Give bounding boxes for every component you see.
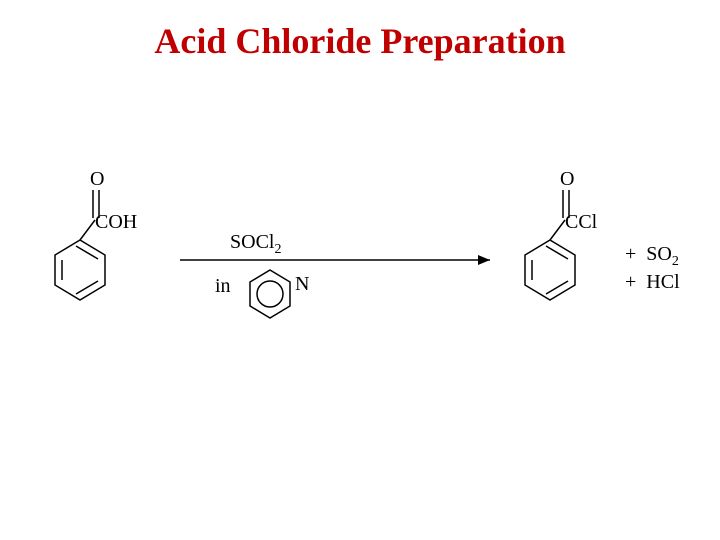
byproducts: + SO2 + HCl [625, 243, 680, 293]
benzene-ring-reactant [55, 240, 105, 300]
byproduct-plus1: + [625, 243, 636, 265]
reaction-diagram: O COH SOCl2 in N [20, 170, 700, 370]
product-o-label: O [560, 170, 574, 190]
bond-ring-to-carbonyl-prod [550, 220, 565, 240]
pyridine-n: N [295, 273, 309, 295]
byproduct-line1: + SO2 [625, 243, 679, 269]
solvent-prefix: in [215, 275, 231, 297]
solvent-label: in N [215, 270, 309, 318]
benzene-ring-product [525, 240, 575, 300]
reaction-arrow [180, 255, 490, 265]
title-text: Acid Chloride Preparation [154, 21, 565, 61]
product-group-label: CCl [565, 211, 598, 233]
bond-ring-to-carbonyl [80, 220, 95, 240]
byproduct-plus2: + [625, 271, 636, 293]
slide-title: Acid Chloride Preparation [0, 20, 720, 62]
byproduct-line2: + HCl [625, 271, 680, 293]
byproduct-so2: SO [646, 243, 672, 265]
reagent-top-sub: 2 [274, 242, 281, 257]
reagent-socl2: SOCl2 [230, 231, 281, 257]
reactant-o-label: O [90, 170, 104, 190]
slide: Acid Chloride Preparation O COH [0, 0, 720, 540]
reactant-group-label: COH [95, 211, 137, 233]
reactant-molecule: O COH [55, 170, 137, 300]
pyridine-ring [250, 270, 290, 318]
reagent-top: SOCl [230, 231, 275, 253]
byproduct-so2-sub: 2 [672, 254, 679, 269]
byproduct-hcl: HCl [646, 271, 680, 293]
reagent-label: SOCl2 [230, 231, 281, 257]
product-molecule: O CCl [525, 170, 598, 300]
